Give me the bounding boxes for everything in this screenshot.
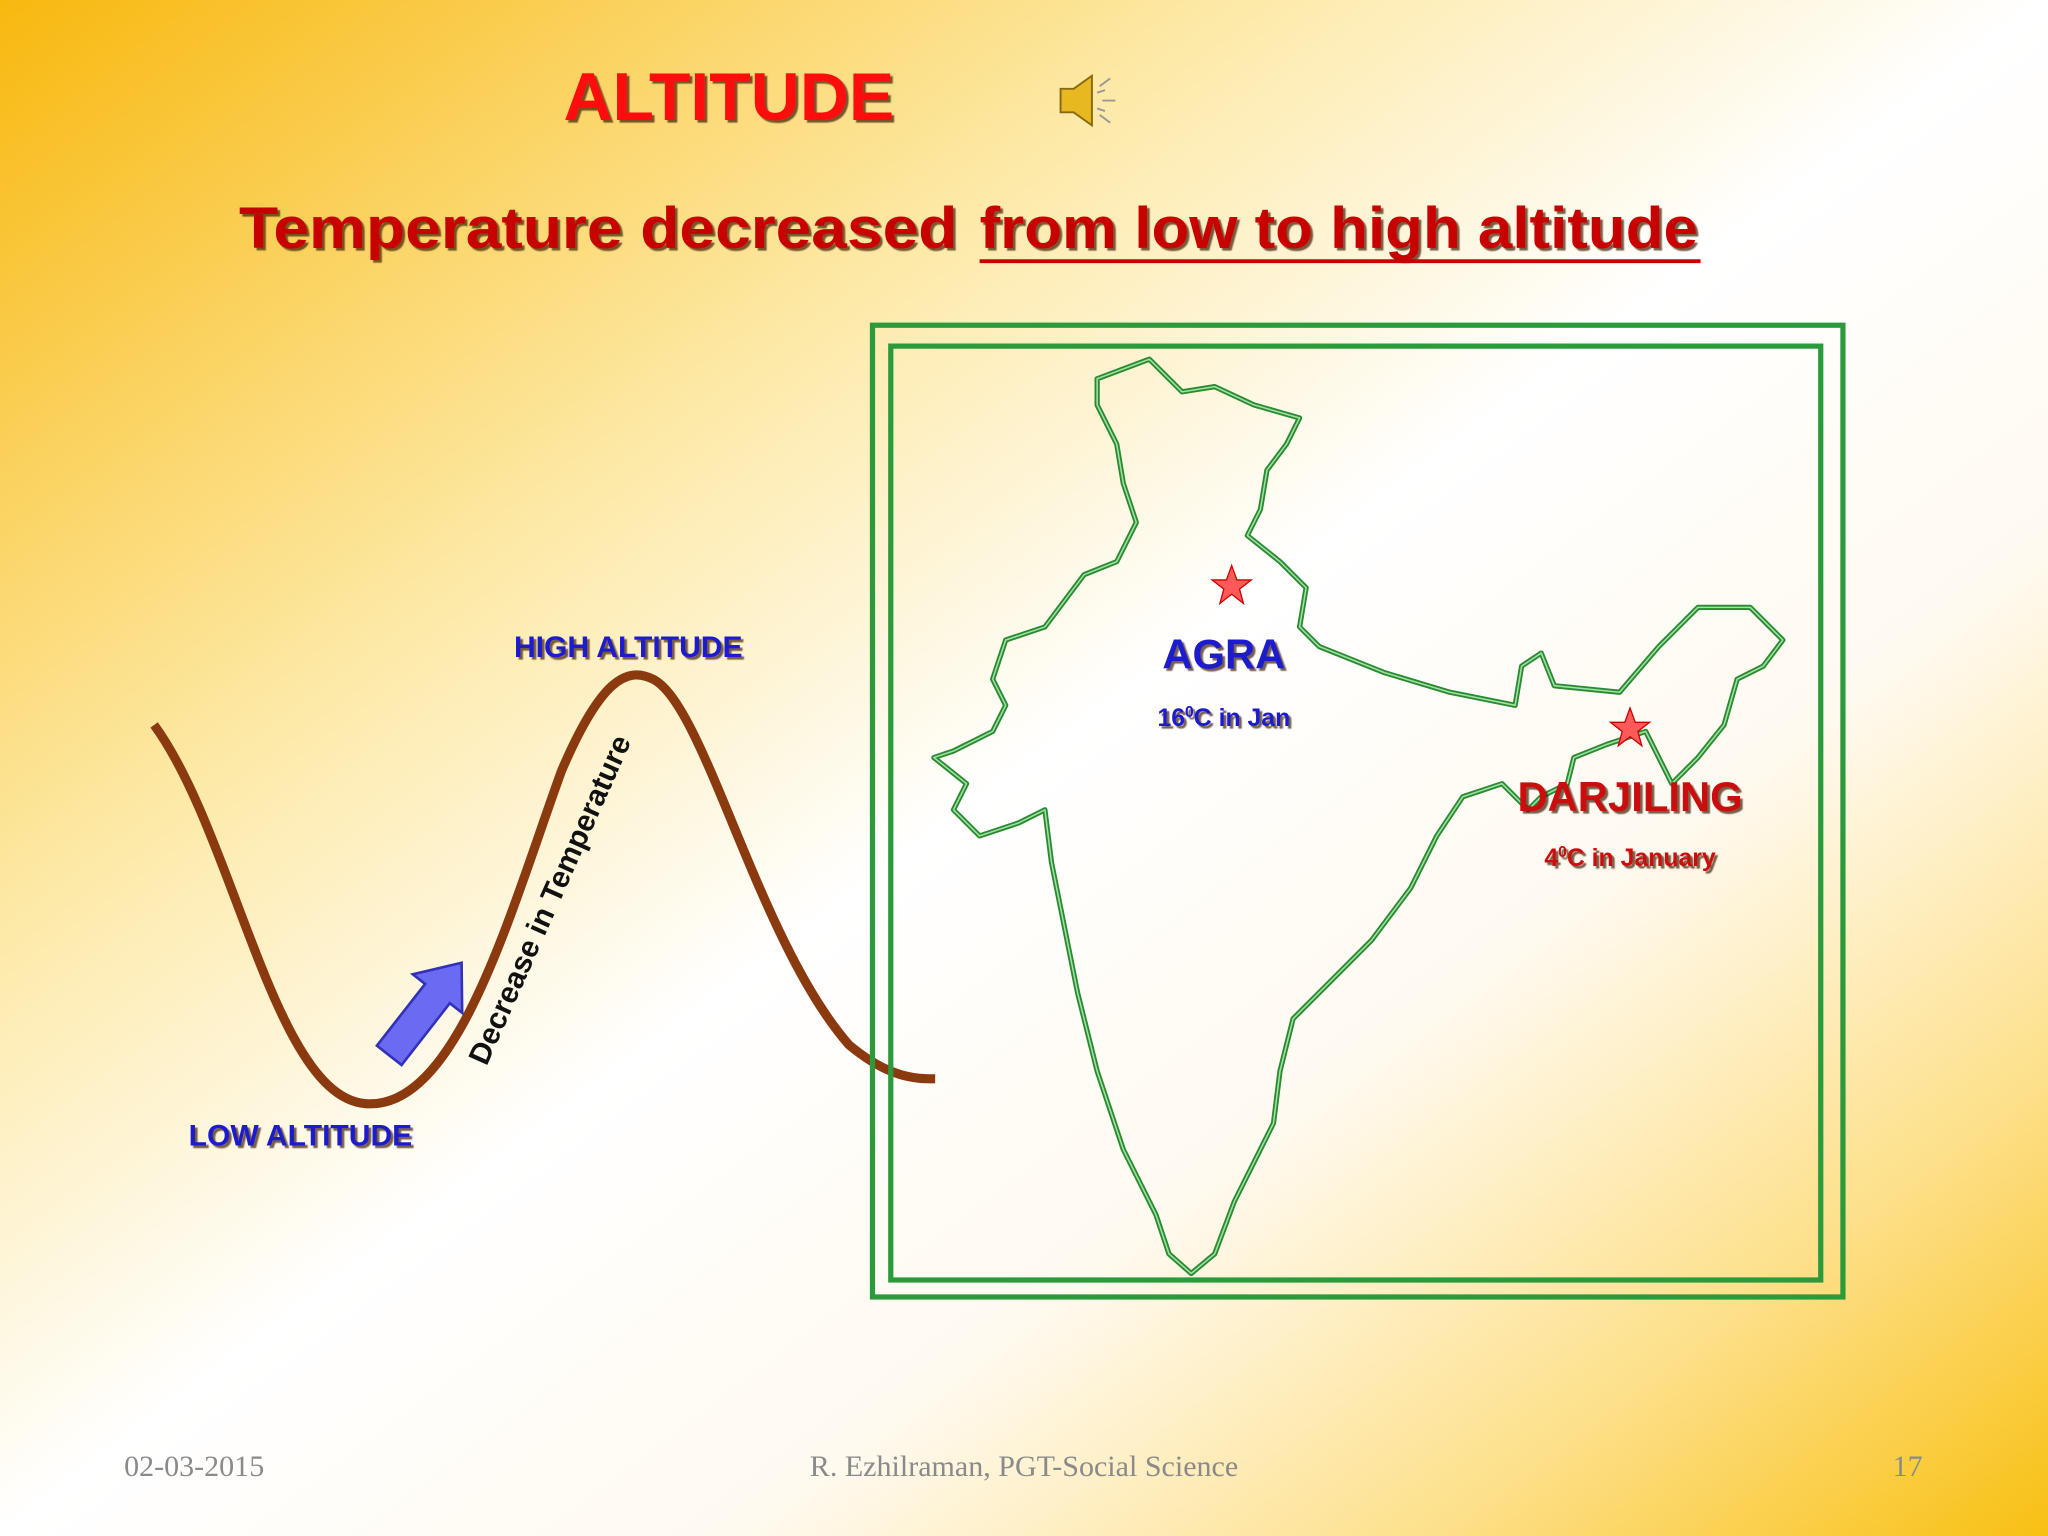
high-label: HIGH ALTITUDE: [514, 631, 743, 664]
subtitle-underlined: from low to high altitude: [980, 196, 1698, 261]
agra-star: [1210, 563, 1254, 606]
arrow-shape: [375, 961, 464, 1067]
temp-note: C in January: [1567, 845, 1716, 872]
map-frame-outer: [869, 322, 1846, 1300]
terrain-curve: [150, 670, 936, 1109]
subtitle-text: Temperature decreased: [239, 196, 957, 261]
darjiling-name: DARJILING: [1517, 773, 1742, 820]
map-frame-inner: [888, 343, 1824, 1283]
up-arrow: [375, 961, 464, 1067]
footer-page: 17: [1893, 1450, 1923, 1483]
footer-date: 02-03-2015: [124, 1450, 264, 1483]
temp-note: C in Jan: [1194, 705, 1290, 732]
india-outline-highlight: [933, 358, 1784, 1275]
slide-title: ALTITUDE: [563, 60, 894, 135]
temp-number: 16: [1157, 705, 1185, 732]
agra-temp: 160C in Jan: [1157, 704, 1290, 732]
speaker-body: [1059, 73, 1093, 128]
low-label: LOW ALTITUDE: [189, 1119, 413, 1152]
speaker-waves: [1096, 77, 1116, 124]
temp-degree: 0: [1558, 844, 1567, 861]
darjiling-star: [1608, 706, 1652, 748]
speaker-icon[interactable]: [1059, 73, 1116, 128]
footer-author: R. Ezhilraman, PGT-Social Science: [810, 1450, 1238, 1483]
temp-degree: 0: [1185, 704, 1194, 721]
agra-name: AGRA: [1162, 631, 1285, 678]
darjiling-temp: 40C in January: [1544, 844, 1716, 872]
temp-number: 4: [1544, 845, 1558, 872]
